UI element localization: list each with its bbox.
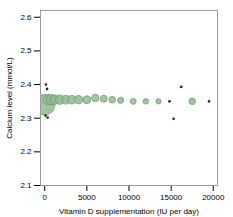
svg-text:20000: 20000 <box>202 193 225 202</box>
svg-text:5000: 5000 <box>78 193 96 202</box>
svg-text:2.5: 2.5 <box>20 46 32 55</box>
svg-text:10000: 10000 <box>118 193 141 202</box>
svg-text:2.4: 2.4 <box>20 80 32 89</box>
svg-text:Vitamin D supplementation (IU: Vitamin D supplementation (IU per day) <box>59 207 199 216</box>
svg-text:2.6: 2.6 <box>20 13 32 22</box>
svg-text:0: 0 <box>42 193 47 202</box>
svg-text:Calcium level (mmol/L): Calcium level (mmol/L) <box>5 57 14 139</box>
svg-text:15000: 15000 <box>160 193 183 202</box>
svg-text:2.3: 2.3 <box>20 114 32 123</box>
svg-text:2.1: 2.1 <box>20 181 32 190</box>
svg-text:2.2: 2.2 <box>20 147 32 156</box>
